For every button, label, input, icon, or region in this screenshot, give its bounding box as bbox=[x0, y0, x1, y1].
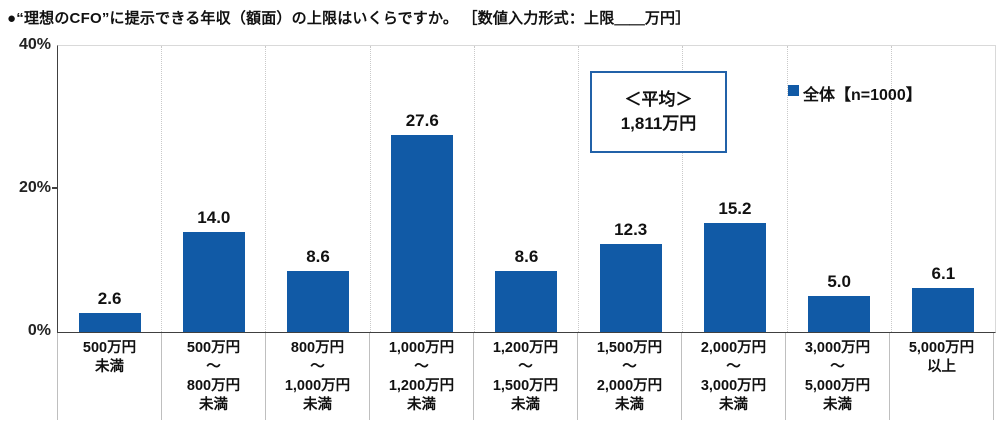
category-label-line: 未満 bbox=[199, 397, 228, 413]
average-box: ＜平均＞ 1,811万円 bbox=[590, 71, 727, 153]
category-label-line: ～ bbox=[206, 359, 221, 375]
bar bbox=[703, 223, 766, 332]
category-label: 1,200万円 ～ 1,500万円 未満 bbox=[473, 333, 577, 420]
category-label-line: 未満 bbox=[511, 397, 540, 413]
category-label-line: ～ bbox=[622, 359, 637, 375]
category-label-line: 未満 bbox=[95, 359, 124, 375]
category-label-line: 2,000万円 bbox=[700, 340, 767, 356]
bar-column: 14.0 bbox=[162, 46, 267, 332]
category-label-line: ～ bbox=[310, 359, 325, 375]
bar-value-label: 12.3 bbox=[614, 220, 648, 239]
category-label-line: 5,000万円 bbox=[908, 340, 975, 356]
category-label-line: 未満 bbox=[823, 397, 852, 413]
category-label-line: 800万円 bbox=[290, 340, 345, 356]
category-label-line: 1,000万円 bbox=[388, 340, 455, 356]
y-axis-tick-label: 0% bbox=[27, 322, 51, 339]
legend-swatch-icon bbox=[788, 85, 799, 96]
bar-column: 5.0 bbox=[788, 46, 892, 332]
category-label-line: 1,000万円 bbox=[284, 378, 351, 394]
category-label-line: 1,500万円 bbox=[492, 378, 559, 394]
y-axis-tick-mark bbox=[52, 187, 57, 189]
category-label-line: 1,500万円 bbox=[596, 340, 663, 356]
bar bbox=[599, 244, 662, 332]
bar bbox=[391, 135, 454, 332]
bar bbox=[182, 232, 245, 332]
category-label-line: 未満 bbox=[615, 397, 644, 413]
bar-value-label: 2.6 bbox=[97, 289, 122, 308]
y-axis-tick-label: 40% bbox=[18, 36, 51, 53]
category-label-line: 2,000万円 bbox=[596, 378, 663, 394]
x-axis-labels: 500万円 未満 500万円～ 800万円 未満 800万円～ 1,000万円 未満 1,000… bbox=[57, 333, 994, 420]
category-label: 1,000万円 ～ 1,200万円 未満 bbox=[369, 333, 473, 420]
category-label-line: ～ bbox=[518, 359, 533, 375]
category-label-line: ～ bbox=[830, 359, 845, 375]
category-label-line: 800万円 bbox=[186, 378, 241, 394]
category-label-line: 未満 bbox=[303, 397, 332, 413]
category-label: 5,000万円 以上 bbox=[889, 333, 994, 420]
bar bbox=[78, 313, 141, 332]
bar-value-label: 14.0 bbox=[197, 208, 231, 227]
bar-column: 15.2 bbox=[683, 46, 788, 332]
category-label-line: 3,000万円 bbox=[804, 340, 871, 356]
category-label-line: ～ bbox=[414, 359, 429, 375]
bar-column: 2.6 bbox=[58, 46, 163, 332]
bar-value-label: 27.6 bbox=[405, 111, 439, 130]
category-label: 800万円 ～ 1,000万円 未満 bbox=[265, 333, 369, 420]
y-axis-tick-label: 20% bbox=[18, 179, 51, 196]
bar-value-label: 6.1 bbox=[931, 264, 956, 283]
bar-value-label: 15.2 bbox=[718, 199, 752, 218]
plot-area: 2.6 14.0 8.6 27.6 8.6 12.3 15.2 5.0 6.1 bbox=[57, 45, 996, 333]
category-label: 3,000万円 ～ 5,000万円 未満 bbox=[785, 333, 889, 420]
bar-value-label: 5.0 bbox=[827, 272, 851, 291]
bar-column: 6.1 bbox=[892, 46, 995, 332]
category-label-line: 以上 bbox=[927, 359, 956, 375]
bar-column: 8.6 bbox=[266, 46, 371, 332]
category-label: 1,500万円 ～ 2,000万円 未満 bbox=[577, 333, 681, 420]
category-label-line: 500万円 bbox=[186, 340, 241, 356]
bar bbox=[495, 271, 558, 332]
legend: 全体【n=1000】 bbox=[788, 81, 922, 105]
category-label-line: 5,000万円 bbox=[804, 378, 871, 394]
bars-row: 2.6 14.0 8.6 27.6 8.6 12.3 15.2 5.0 6.1 bbox=[58, 46, 995, 332]
bar-column: 27.6 bbox=[371, 46, 475, 332]
category-label: 2,000万円 ～ 3,000万円 未満 bbox=[681, 333, 785, 420]
bar bbox=[287, 271, 350, 332]
bar-value-label: 8.6 bbox=[514, 247, 539, 266]
category-label-line: ～ bbox=[726, 359, 741, 375]
category-label-line: 未満 bbox=[407, 397, 436, 413]
bar-column: 12.3 bbox=[579, 46, 684, 332]
legend-label: 全体【n=1000】 bbox=[803, 87, 922, 104]
category-label-line: 500万円 bbox=[82, 340, 137, 356]
bar bbox=[808, 296, 871, 332]
category-label: 500万円 ～ 800万円未満 bbox=[161, 333, 265, 420]
category-label-line: 1,200万円 bbox=[388, 378, 455, 394]
category-label-line: 3,000万円 bbox=[700, 378, 767, 394]
bar-column: 8.6 bbox=[475, 46, 580, 332]
category-label-line: 未満 bbox=[719, 397, 748, 413]
chart-title: ●“理想のCFO”に提示できる年収（額面）の上限はいくらですか。 ［数値入力形式… bbox=[7, 10, 691, 27]
average-box-caption: ＜平均＞ bbox=[624, 90, 693, 109]
category-label: 500万円未満 bbox=[57, 333, 161, 420]
category-label-line: 1,200万円 bbox=[492, 340, 559, 356]
bar bbox=[912, 288, 975, 332]
average-box-value: 1,811万円 bbox=[620, 114, 697, 133]
bar-value-label: 8.6 bbox=[306, 247, 330, 266]
